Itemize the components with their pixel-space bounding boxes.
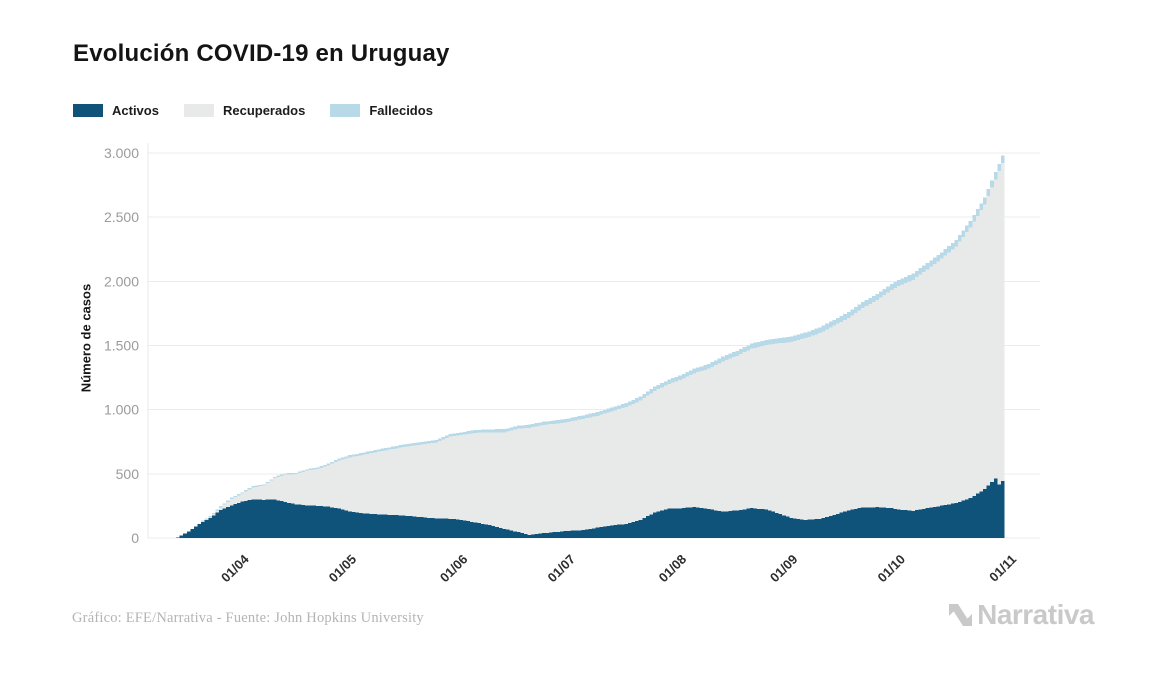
legend-item-recuperados: Recuperados [183,103,306,118]
legend-swatch-fallecidos [330,104,361,117]
narrativa-logo: Narrativa [947,599,1094,631]
narrativa-logo-icon [949,604,973,626]
x-tick-label: 01/06 [437,552,471,586]
x-tick-label: 01/10 [874,552,908,586]
x-tick-label: 01/07 [544,552,578,586]
y-tick-label: 3.000 [104,145,139,161]
legend-swatch-recuperados [183,104,214,117]
y-tick-label: 1.000 [104,402,139,418]
area-recuperados [176,163,1005,538]
y-tick-label: 500 [116,466,140,482]
source-credit: Gráfico: EFE/Narrativa - Fuente: John Ho… [72,610,424,626]
legend-label-activos: Activos [112,103,159,118]
gridlines: 0 500 1.000 1.500 2.000 2.500 3.000 [104,143,1040,546]
area-activos [176,478,1005,538]
legend-label-fallecidos: Fallecidos [369,103,433,118]
legend-label-recuperados: Recuperados [222,103,306,118]
x-tick-label: 01/04 [218,551,252,585]
chart-legend: Activos Recuperados Fallecidos [73,103,433,118]
x-axis-labels: 01/04 01/05 01/06 01/07 01/08 01/09 01/10 01/11 [218,551,1019,585]
narrativa-logo-text: Narrativa [977,599,1094,630]
page-title: Evolución COVID-19 en Uruguay [73,40,450,67]
x-tick-label: 01/11 [986,552,1019,585]
y-tick-label: 2.500 [104,209,139,225]
y-tick-label: 0 [131,530,139,546]
x-tick-label: 01/05 [326,552,360,586]
y-tick-label: 1.500 [104,338,139,354]
x-tick-label: 01/08 [656,552,690,586]
legend-swatch-activos [73,104,103,117]
x-tick-label: 01/09 [767,552,801,586]
y-tick-label: 2.000 [104,273,139,289]
legend-item-fallecidos: Fallecidos [330,103,433,118]
y-axis-title: Número de casos [78,283,94,393]
legend-item-activos: Activos [73,103,159,118]
stacked-series [176,155,1005,538]
